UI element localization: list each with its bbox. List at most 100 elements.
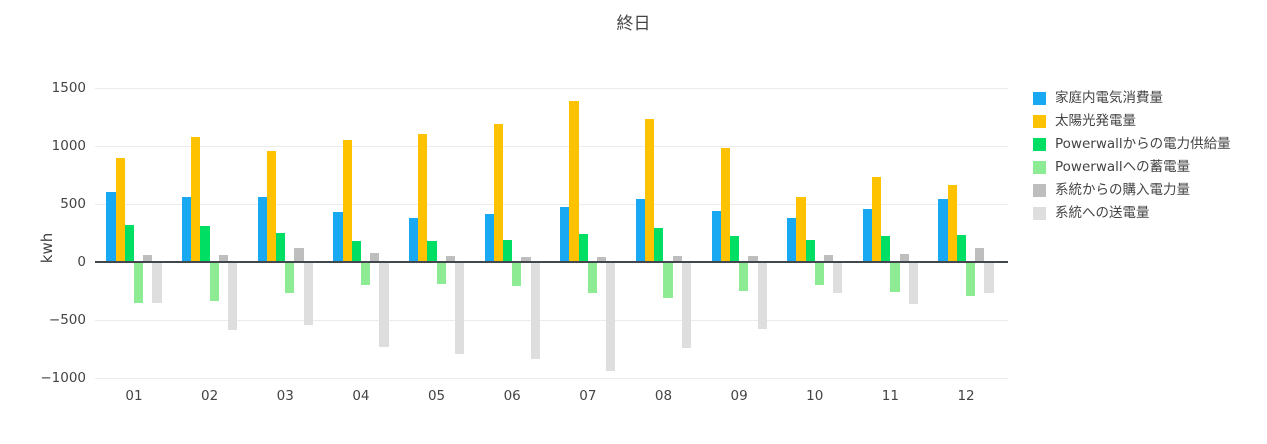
x-tick-label: 02 <box>201 388 219 404</box>
bar[interactable] <box>408 217 419 262</box>
bar[interactable] <box>672 256 682 262</box>
legend-label: 系統への送電量 <box>1055 205 1150 221</box>
legend-label: 家庭内電気消費量 <box>1055 90 1163 106</box>
bar[interactable] <box>966 262 976 296</box>
x-tick-label: 01 <box>125 388 143 404</box>
x-tick-label: 07 <box>579 388 597 404</box>
legend-label: Powerwallからの電力供給量 <box>1055 136 1231 152</box>
bar[interactable] <box>285 262 295 294</box>
bar[interactable] <box>757 262 767 330</box>
bar[interactable] <box>333 212 343 262</box>
bar[interactable] <box>908 262 918 304</box>
bar[interactable] <box>209 262 219 302</box>
bar[interactable] <box>379 262 389 347</box>
y-tick-label: −500 <box>48 311 86 328</box>
legend-swatch <box>1033 207 1046 220</box>
x-tick-label: 06 <box>503 388 521 404</box>
legend: 家庭内電気消費量太陽光発電量 Powerwallからの電力供給量 Powerwall… <box>1033 90 1231 228</box>
bar[interactable] <box>606 262 616 372</box>
legend-item-5[interactable]: 系統への送電量 <box>1033 205 1231 228</box>
bar[interactable] <box>134 262 144 303</box>
bar[interactable] <box>530 262 540 360</box>
bar[interactable] <box>984 262 994 294</box>
bar[interactable] <box>503 239 513 262</box>
bar[interactable] <box>370 252 380 262</box>
bar[interactable] <box>587 262 598 294</box>
bar[interactable] <box>560 207 570 262</box>
bar[interactable] <box>814 262 824 286</box>
bar[interactable] <box>881 236 891 262</box>
bar[interactable] <box>191 136 201 262</box>
bar[interactable] <box>597 257 607 262</box>
bar[interactable] <box>200 226 210 262</box>
gridline <box>95 204 1008 205</box>
legend-item-3[interactable]: Powerwallへの蓄電量 <box>1033 159 1231 182</box>
bar[interactable] <box>578 234 588 262</box>
bar[interactable] <box>342 140 352 262</box>
bar[interactable] <box>729 236 740 262</box>
y-tick-label: 0 <box>77 253 86 270</box>
bar[interactable] <box>787 217 797 262</box>
bar[interactable] <box>663 262 673 298</box>
bar[interactable] <box>445 256 455 262</box>
bar[interactable] <box>106 192 116 262</box>
bar[interactable] <box>493 123 503 262</box>
zero-line <box>95 261 1008 263</box>
y-tick-label: −1000 <box>40 369 86 386</box>
bar[interactable] <box>899 253 909 262</box>
bar[interactable] <box>796 197 806 262</box>
bar[interactable] <box>427 241 437 262</box>
bar[interactable] <box>276 233 286 262</box>
bar[interactable] <box>823 255 834 262</box>
bar[interactable] <box>635 199 646 262</box>
bar[interactable] <box>143 255 153 262</box>
bar[interactable] <box>862 208 872 262</box>
x-tick-label: 10 <box>806 388 824 404</box>
legend-item-4[interactable]: 系統からの購入電力量 <box>1033 182 1231 205</box>
legend-item-1[interactable]: 太陽光発電量 <box>1033 113 1231 136</box>
bar[interactable] <box>938 199 948 262</box>
bar[interactable] <box>654 228 664 262</box>
y-tick-label: 1500 <box>51 79 86 96</box>
bar[interactable] <box>645 119 655 262</box>
bar[interactable] <box>484 214 494 262</box>
bar[interactable] <box>152 262 162 303</box>
bar[interactable] <box>512 262 522 287</box>
bar[interactable] <box>748 256 758 262</box>
x-tick-label: 05 <box>427 388 446 404</box>
bar[interactable] <box>115 157 125 262</box>
x-tick-label: 11 <box>881 388 899 404</box>
bar[interactable] <box>360 262 371 286</box>
bar[interactable] <box>720 148 730 262</box>
bar[interactable] <box>218 255 229 262</box>
bar[interactable] <box>947 185 957 262</box>
bar[interactable] <box>569 100 579 262</box>
bar[interactable] <box>351 241 361 262</box>
bar[interactable] <box>266 150 277 262</box>
legend-item-2[interactable]: Powerwallからの電力供給量 <box>1033 136 1231 159</box>
bar[interactable] <box>956 235 967 262</box>
bar[interactable] <box>303 262 313 325</box>
bar[interactable] <box>975 248 985 262</box>
bar[interactable] <box>681 262 692 348</box>
bar[interactable] <box>890 262 900 293</box>
bar[interactable] <box>805 239 815 262</box>
legend-swatch <box>1033 115 1046 128</box>
legend-item-0[interactable]: 家庭内電気消費量 <box>1033 90 1231 113</box>
legend-swatch <box>1033 92 1046 105</box>
bar[interactable] <box>182 197 192 262</box>
bar[interactable] <box>711 210 721 262</box>
legend-swatch <box>1033 161 1046 174</box>
bar[interactable] <box>228 262 238 331</box>
bar[interactable] <box>739 262 749 291</box>
bar[interactable] <box>418 134 428 262</box>
bar[interactable] <box>872 177 882 262</box>
bar[interactable] <box>521 257 531 262</box>
bar[interactable] <box>257 197 267 262</box>
bar[interactable] <box>833 262 843 294</box>
bar[interactable] <box>294 248 304 262</box>
bar[interactable] <box>124 224 134 262</box>
bar[interactable] <box>436 262 446 285</box>
bar[interactable] <box>454 262 465 354</box>
